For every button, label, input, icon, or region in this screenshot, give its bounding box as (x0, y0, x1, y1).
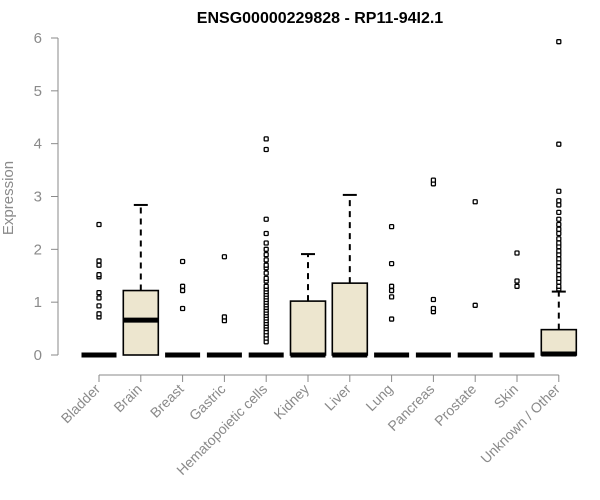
y-axis-label: Expression (0, 161, 17, 235)
box-unknown-other (540, 39, 578, 357)
outlier-point (556, 216, 562, 222)
outlier-point (263, 275, 269, 282)
outlier-point (263, 240, 269, 246)
box-breast (165, 258, 201, 358)
outlier-point (472, 199, 478, 205)
outlier-point (96, 295, 102, 301)
outlier-point (556, 198, 562, 204)
outlier-point (430, 177, 437, 183)
y-tick-label: 5 (34, 83, 42, 100)
x-tick-label: Liver (321, 381, 354, 414)
outlier-point (556, 188, 562, 194)
outlier-point (388, 260, 395, 267)
box-iqr (122, 289, 160, 356)
outlier-point (430, 296, 437, 303)
outlier-point (263, 246, 269, 252)
outlier-point (556, 236, 562, 242)
box-hematopoietic-cells (248, 136, 284, 358)
y-tick-label: 4 (34, 136, 42, 153)
outlier-point (263, 251, 269, 258)
outlier-point (472, 302, 478, 308)
plot-area (81, 39, 578, 358)
x-tick-label: Brain (110, 381, 144, 415)
box-gastric (206, 254, 242, 358)
outlier-point (179, 283, 186, 289)
chart-title: ENSG00000229828 - RP11-94I2.1 (197, 10, 444, 27)
y-tick-label: 2 (34, 241, 42, 258)
outlier-point (430, 305, 437, 312)
outlier-point (388, 294, 395, 300)
box-iqr (289, 300, 327, 356)
outlier-point (556, 141, 562, 147)
box-liver (331, 193, 369, 358)
outlier-point (556, 256, 562, 262)
outlier-point (179, 258, 186, 265)
outlier-point (221, 314, 228, 320)
outlier-point (96, 258, 102, 264)
outlier-point (556, 267, 562, 274)
box-bladder (81, 221, 117, 358)
box-pancreas (415, 177, 451, 358)
outlier-point (556, 226, 562, 232)
y-tick-label: 6 (34, 30, 42, 47)
outlier-point (263, 146, 269, 153)
box-brain (122, 203, 160, 356)
box-prostate (457, 199, 493, 358)
x-tick-label: Kidney (271, 381, 313, 423)
outlier-point (556, 221, 562, 228)
outlier-point (514, 278, 520, 284)
x-tick-label: Prostate (431, 381, 479, 429)
outlier-point (556, 248, 562, 254)
outlier-point (388, 287, 395, 294)
outlier-point (96, 272, 102, 278)
y-tick-label: 3 (34, 189, 42, 206)
outlier-point (263, 136, 269, 142)
box-iqr (331, 282, 369, 356)
x-tick-label: Skin (491, 381, 522, 412)
outlier-point (96, 221, 102, 228)
outlier-point (263, 262, 269, 268)
outlier-point (556, 283, 562, 289)
outlier-point (263, 283, 269, 289)
y-tick-label: 0 (34, 347, 42, 364)
outlier-point (556, 209, 562, 216)
x-tick-label: Bladder (58, 381, 104, 427)
x-tick-label: Breast (147, 381, 187, 421)
box-skin (499, 250, 535, 358)
outlier-point (556, 202, 562, 208)
outlier-point (556, 39, 562, 45)
outlier-point (263, 216, 269, 222)
outlier-point (179, 287, 186, 294)
outlier-point (263, 230, 269, 237)
outlier-point (96, 290, 102, 296)
outlier-point (556, 230, 562, 237)
outlier-point (514, 250, 520, 256)
outlier-point (388, 316, 395, 322)
outlier-point (179, 305, 186, 312)
box-kidney (289, 253, 327, 358)
outlier-point (263, 270, 269, 276)
outlier-point (263, 257, 269, 263)
x-tick-label: Lung (362, 381, 395, 414)
outlier-point (388, 283, 395, 289)
outlier-point (96, 262, 102, 268)
x-tick-label: Unknown / Other (477, 381, 563, 467)
box-lung (374, 223, 410, 358)
outlier-point (96, 311, 102, 317)
outlier-point (556, 272, 562, 278)
outlier-point (388, 223, 395, 230)
y-axis: 0 1 2 3 4 5 6 (34, 30, 59, 364)
outlier-point (514, 283, 520, 289)
y-tick-label: 1 (34, 294, 42, 311)
outlier-point (96, 303, 102, 309)
outlier-point (556, 240, 562, 246)
outlier-point (221, 254, 228, 260)
box-iqr (540, 328, 578, 356)
